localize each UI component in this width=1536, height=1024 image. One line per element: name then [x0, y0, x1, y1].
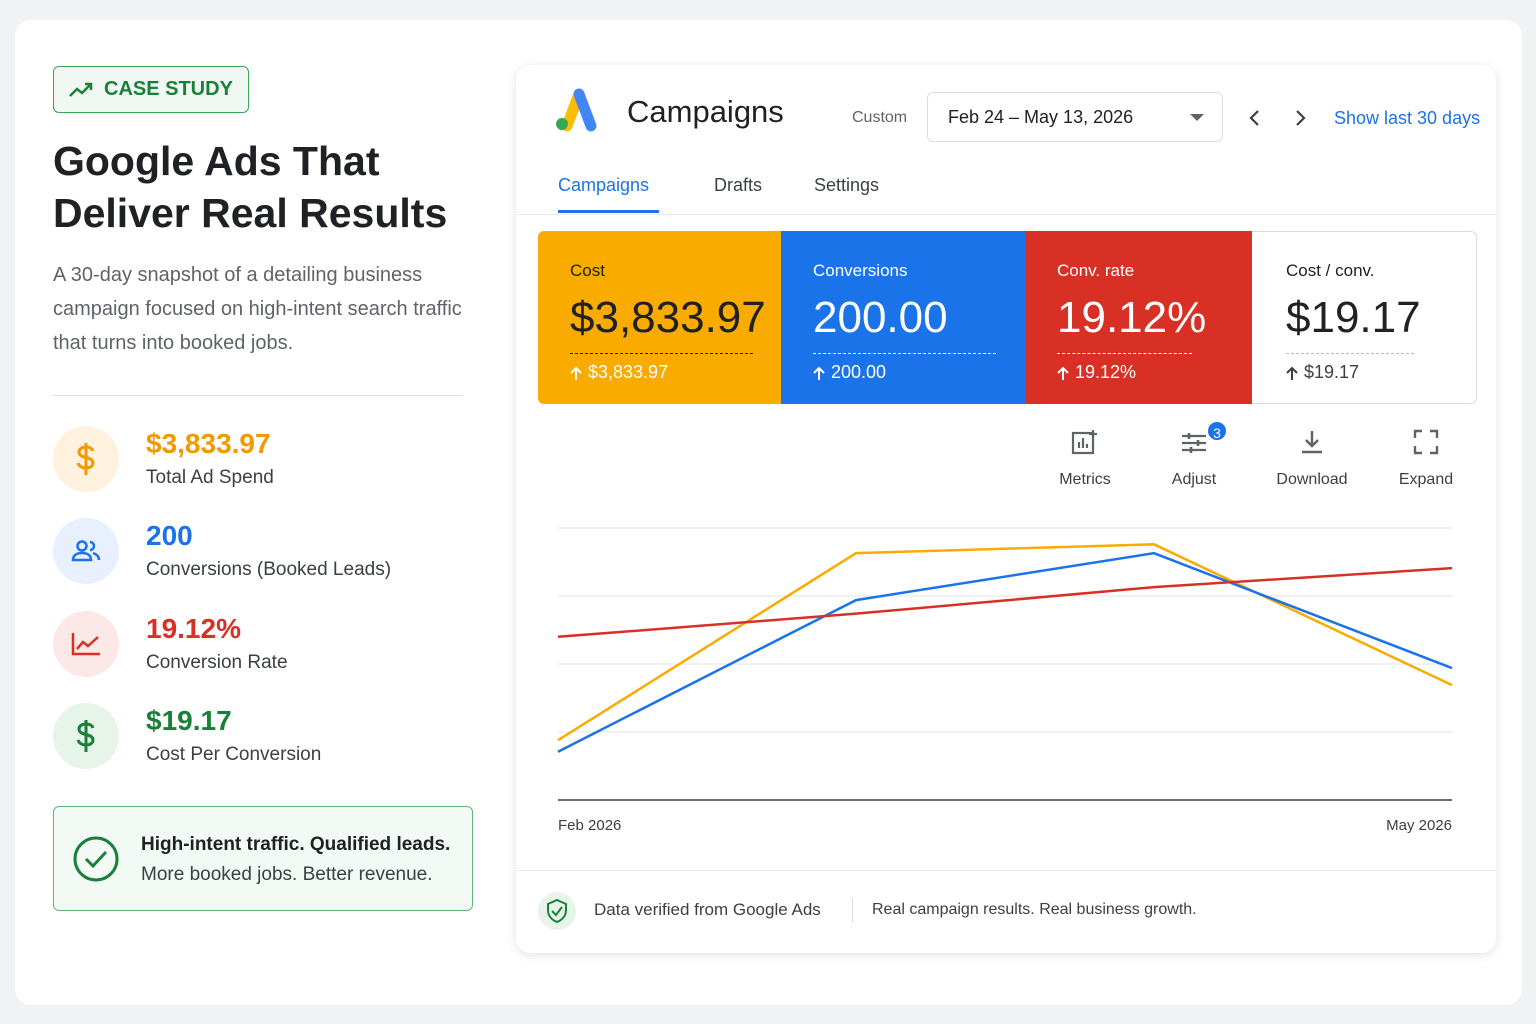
description: A 30-day snapshot of a detailing busines…: [53, 264, 462, 354]
stat-value: 19.12%: [146, 613, 241, 644]
metric-delta: $3,833.97: [570, 353, 753, 383]
tool-label: Adjust: [1171, 471, 1217, 488]
badge-text: CASE STUDY: [104, 78, 233, 100]
date-dropdown[interactable]: Feb 24 – May 13, 2026: [927, 92, 1223, 142]
metric-label: Cost: [570, 261, 605, 280]
footer-separator: [852, 898, 853, 922]
adjust-badge: 3: [1206, 420, 1228, 442]
metric-card[interactable]: Cost / conv. $19.17 $19.17: [1252, 231, 1477, 404]
trend-icon: [69, 82, 93, 97]
stat-value: $3,833.97: [146, 428, 271, 459]
stat-value: 200: [146, 520, 193, 551]
series-line: [557, 566, 1453, 639]
metric-delta: 200.00: [813, 353, 996, 383]
headline: Deliver Real Results: [53, 190, 448, 236]
date-range: Feb 24 – May 13, 2026: [948, 107, 1134, 127]
tab[interactable]: Settings: [814, 175, 880, 195]
series-line: [557, 543, 1453, 742]
prev-button[interactable]: [1245, 108, 1265, 128]
badge: CASE STUDY: [53, 66, 249, 113]
metric-label: Conversions: [813, 261, 908, 280]
stat-label: Conversions (Booked Leads): [146, 559, 392, 580]
stat-label: Cost Per Conversion: [146, 744, 322, 765]
stat-icon: [53, 518, 119, 584]
next-button[interactable]: [1290, 108, 1310, 128]
range-label: Custom: [852, 109, 908, 126]
metric-label: Conv. rate: [1057, 261, 1135, 280]
ads-logo: [556, 88, 597, 132]
tool-label: Download: [1276, 471, 1348, 488]
dashboard-title: Campaigns: [627, 94, 784, 129]
tool-button[interactable]: Download: [1257, 428, 1367, 489]
x-tick-label: May 2026: [1386, 817, 1452, 834]
tool-label: Metrics: [1059, 471, 1111, 488]
callout-title: High-intent traffic. Qualified leads.: [141, 834, 451, 855]
metric-value: $3,833.97: [570, 293, 766, 342]
tab[interactable]: Campaigns: [558, 175, 650, 195]
stat-label: Conversion Rate: [146, 652, 288, 673]
metric-label: Cost / conv.: [1286, 261, 1375, 280]
delta-text: 200.00: [831, 362, 887, 382]
callout: High-intent traffic. Qualified leads. Mo…: [53, 806, 473, 911]
delta-text: $3,833.97: [588, 362, 669, 382]
check-icon: [73, 836, 119, 882]
stat-value: $19.17: [146, 705, 232, 736]
tool-button[interactable]: Expand: [1371, 428, 1481, 489]
metric-value: 200.00: [813, 293, 948, 342]
x-tick-label: Feb 2026: [558, 817, 621, 834]
callout-text: More booked jobs. Better revenue.: [141, 864, 433, 885]
metric-delta: $19.17: [1286, 353, 1414, 383]
footer-divider: [516, 870, 1496, 871]
metric-card[interactable]: Conv. rate 19.12% 19.12%: [1025, 231, 1252, 404]
tool-button[interactable]: Adjust: [1139, 428, 1249, 489]
stat-icon: [53, 703, 119, 769]
dropdown-arrow: [1190, 114, 1204, 121]
tab-underline: [558, 210, 659, 213]
delta-text: $19.17: [1304, 362, 1360, 382]
tab-divider: [516, 214, 1496, 215]
metric-card[interactable]: Cost $3,833.97 $3,833.97: [538, 231, 781, 404]
verified-text: Data verified from Google Ads: [594, 900, 821, 919]
series-line: [557, 551, 1453, 753]
metric-delta: 19.12%: [1057, 353, 1192, 383]
headline: Google Ads That: [53, 138, 380, 184]
shield-icon: [538, 892, 576, 930]
tool-label: Expand: [1398, 471, 1454, 488]
divider: [53, 395, 463, 396]
tool-button[interactable]: Metrics: [1030, 428, 1140, 489]
show-last-link[interactable]: Show last 30 days: [1334, 108, 1481, 128]
stat-icon: [53, 426, 119, 492]
metric-card[interactable]: Conversions 200.00 200.00: [781, 231, 1025, 404]
stat-label: Total Ad Spend: [146, 467, 274, 488]
tagline: Real campaign results. Real business gro…: [872, 901, 1197, 918]
delta-text: 19.12%: [1075, 362, 1137, 382]
tab[interactable]: Drafts: [714, 175, 763, 195]
metric-value: $19.17: [1286, 293, 1421, 342]
metric-value: 19.12%: [1057, 293, 1207, 342]
stat-icon: [53, 611, 119, 677]
dashboard-panel: [516, 65, 1496, 953]
